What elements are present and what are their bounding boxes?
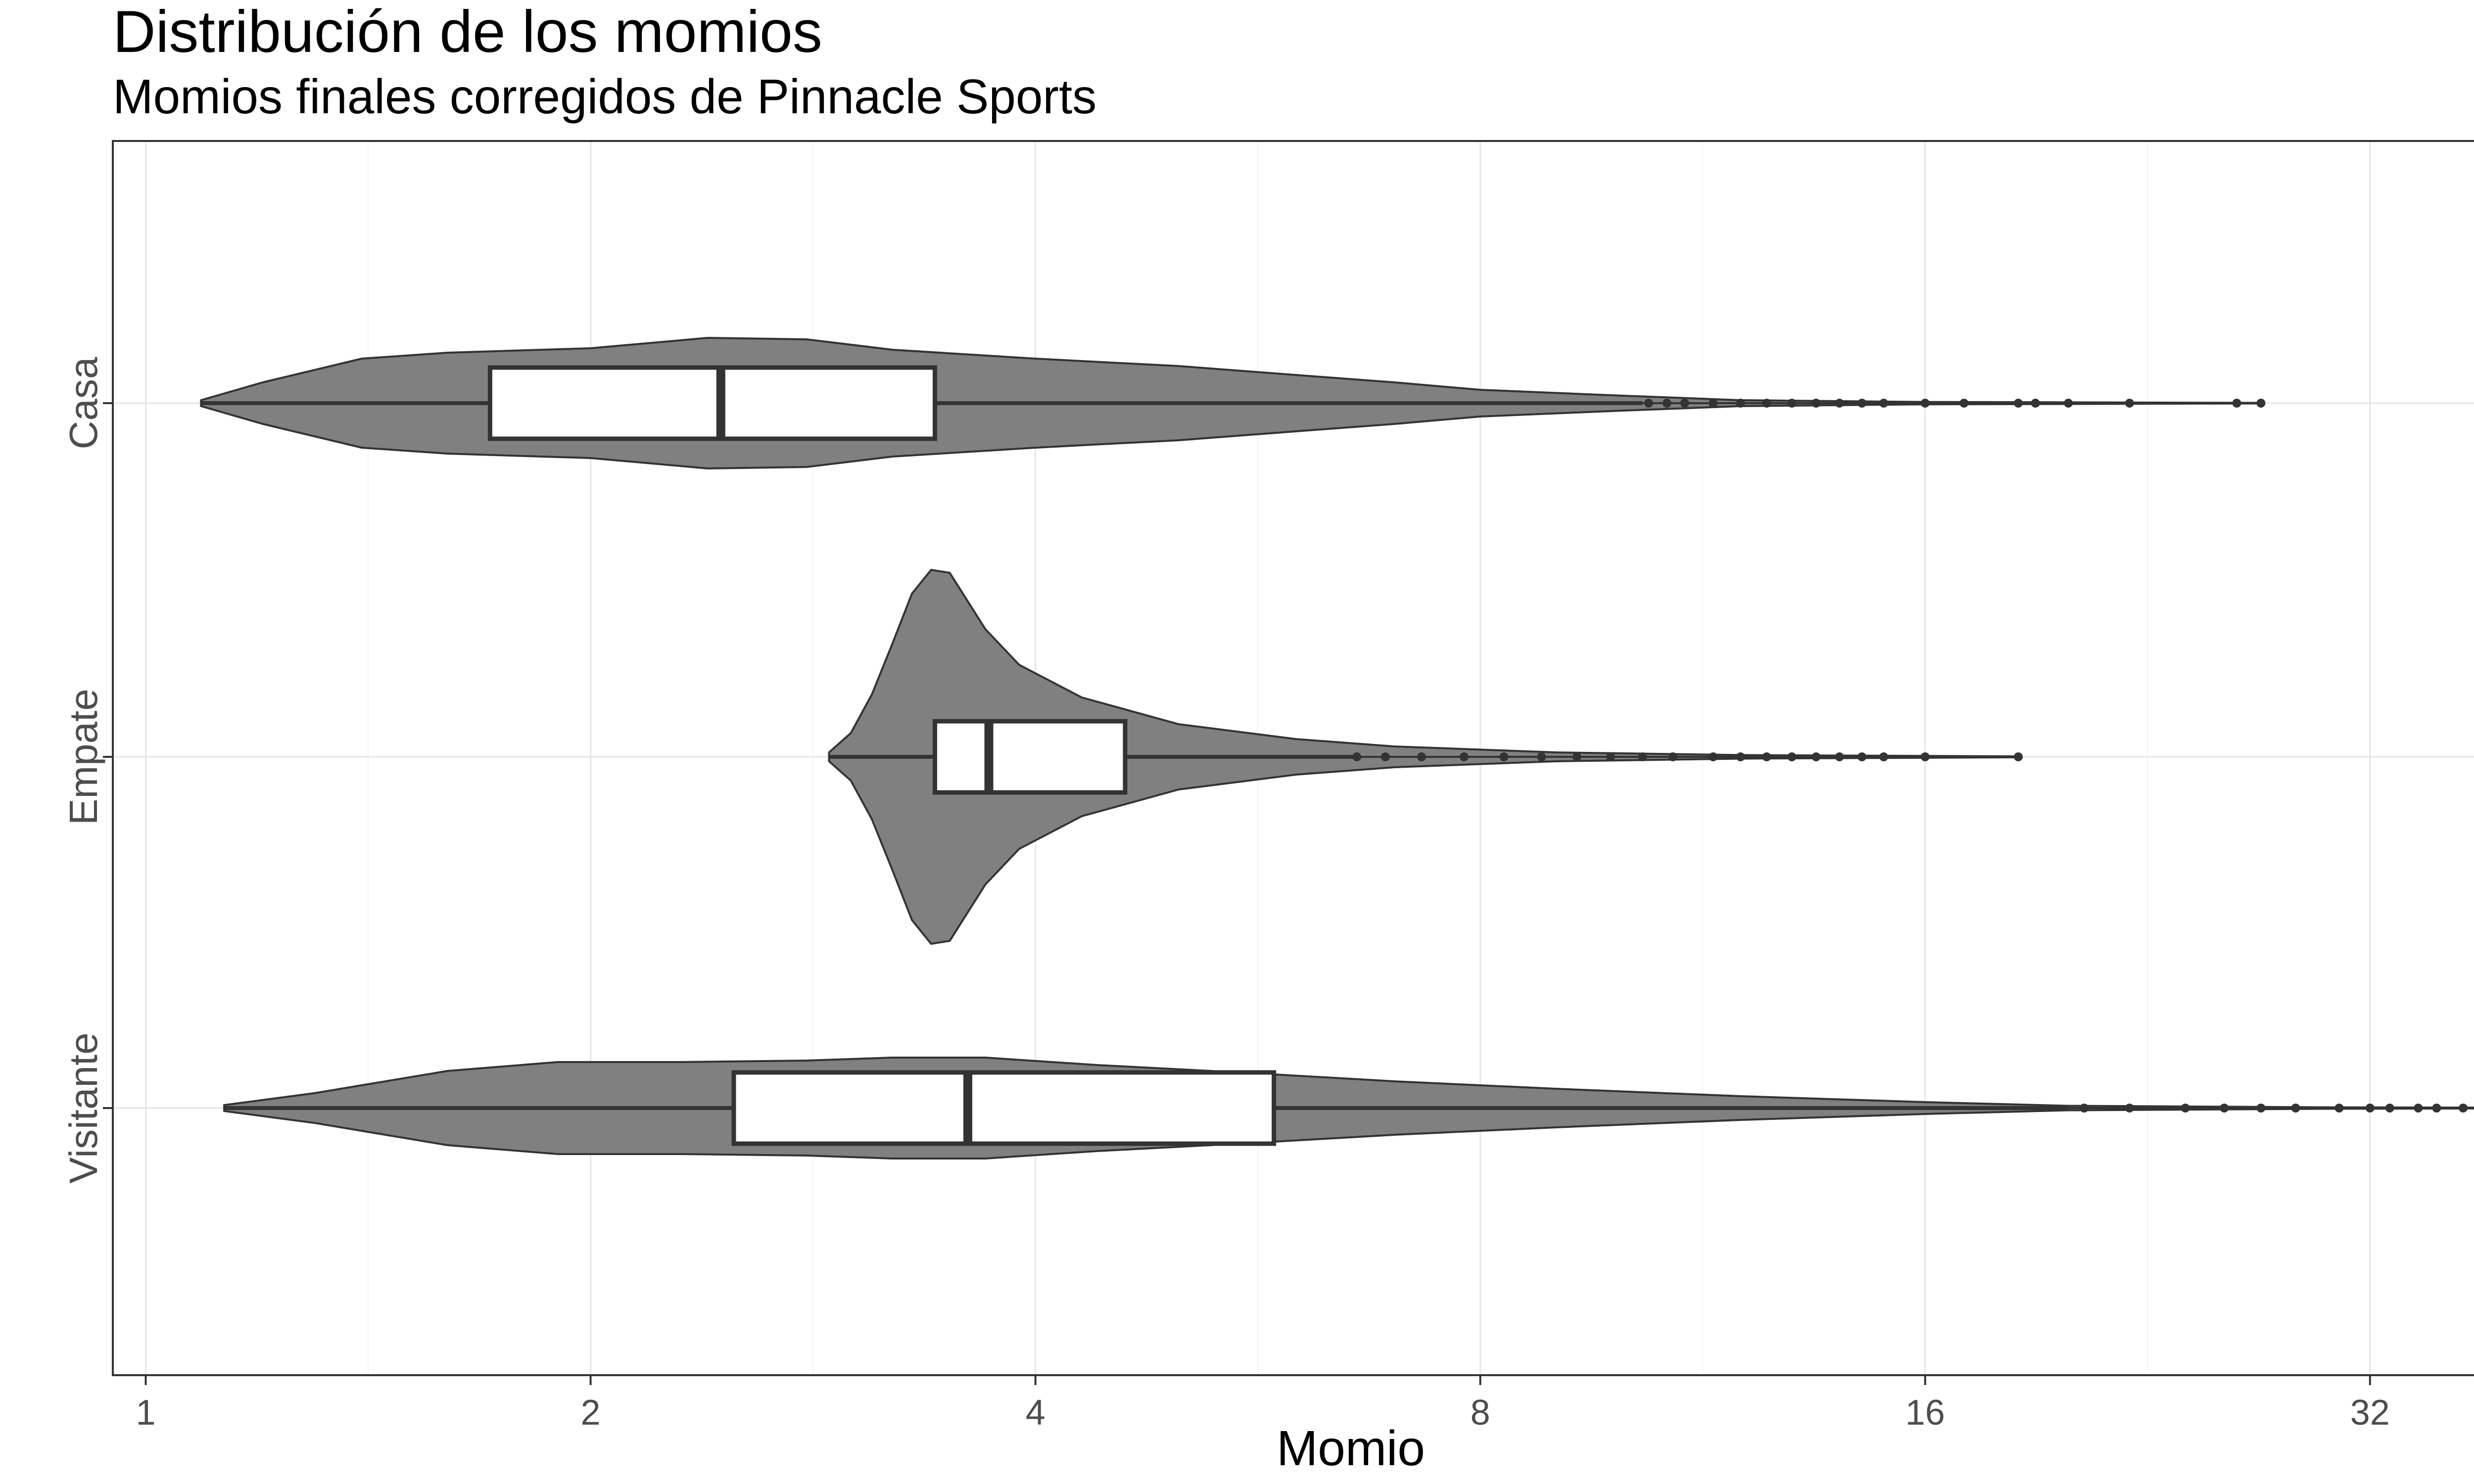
outlier-point: [1736, 752, 1745, 761]
chart-marks: [200, 337, 2474, 1159]
panel-border: [112, 140, 2474, 1376]
outlier-point: [1762, 399, 1771, 408]
outlier-point: [2080, 1104, 2089, 1113]
outlier-point: [1835, 752, 1844, 761]
box-visitante: [731, 1070, 1277, 1146]
outlier-point: [1709, 399, 1718, 408]
outlier-point: [2256, 1104, 2266, 1113]
outlier-point: [2031, 399, 2040, 408]
outlier-point: [2220, 1104, 2229, 1113]
outlier-point: [1709, 752, 1718, 761]
outlier-point: [1644, 399, 1653, 408]
outlier-point: [1638, 752, 1647, 761]
outlier-point: [1736, 399, 1745, 408]
outlier-point: [2365, 1104, 2375, 1113]
outlier-point: [2181, 1104, 2190, 1113]
outlier-point: [2334, 1104, 2344, 1113]
x-tick-label: 4: [1026, 1393, 1046, 1433]
x-tick-label: 2: [581, 1393, 601, 1433]
outlier-point: [1572, 752, 1581, 761]
outlier-point: [2014, 752, 2023, 761]
outlier-point: [1835, 399, 1844, 408]
box-empate: [932, 719, 1128, 795]
outlier-point: [2125, 399, 2134, 408]
outlier-point: [1879, 752, 1889, 761]
outlier-point: [1668, 752, 1677, 761]
x-tick-label: 8: [1471, 1393, 1490, 1433]
x-axis: 1 2 4 8 16 32: [136, 1375, 2390, 1433]
box-casa: [487, 365, 937, 441]
outlier-point: [1459, 752, 1469, 761]
violin-group-visitante: [223, 1057, 2474, 1159]
outlier-point: [2385, 1104, 2394, 1113]
x-tick-label: 16: [1905, 1393, 1945, 1433]
y-axis: Casa Empate Visitante: [61, 357, 113, 1184]
outlier-point: [2232, 399, 2241, 408]
outlier-point: [2459, 1104, 2468, 1113]
outlier-point: [2432, 1104, 2441, 1113]
outlier-point: [1920, 752, 1930, 761]
outlier-point: [1380, 752, 1390, 761]
outlier-point: [1417, 752, 1426, 761]
outlier-point: [1352, 752, 1362, 761]
outlier-point: [1537, 752, 1546, 761]
outlier-point: [1920, 399, 1930, 408]
outlier-point: [2125, 1104, 2134, 1113]
violin-group-casa: [200, 337, 2266, 469]
y-tick-label: Visitante: [61, 1032, 105, 1183]
chart-subtitle: Momios finales corregidos de Pinnacle Sp…: [113, 69, 1097, 124]
outlier-point: [1662, 399, 1671, 408]
outlier-point: [1499, 752, 1509, 761]
outlier-point: [2414, 1104, 2423, 1113]
outlier-point: [1762, 752, 1771, 761]
outlier-point: [1680, 399, 1689, 408]
violin-group-empate: [828, 569, 2023, 945]
outlier-point: [2064, 399, 2073, 408]
outlier-point: [1787, 399, 1797, 408]
outlier-point: [2291, 1104, 2300, 1113]
chart-title: Distribución de los momios: [113, 0, 822, 65]
outlier-point: [1879, 399, 1889, 408]
outlier-point: [1959, 399, 1969, 408]
outlier-point: [2014, 399, 2023, 408]
x-axis-label: Momio: [1277, 1421, 1425, 1476]
outlier-point: [1857, 399, 1867, 408]
outlier-point: [1811, 752, 1821, 761]
outlier-point: [1811, 399, 1821, 408]
outlier-point: [1606, 752, 1615, 761]
outlier-point: [1857, 752, 1867, 761]
x-tick-label: 32: [2350, 1393, 2390, 1433]
outlier-point: [1787, 752, 1797, 761]
y-tick-label: Empate: [61, 689, 105, 825]
y-tick-label: Casa: [61, 357, 105, 449]
x-tick-label: 1: [136, 1393, 156, 1433]
outlier-point: [2256, 399, 2266, 408]
